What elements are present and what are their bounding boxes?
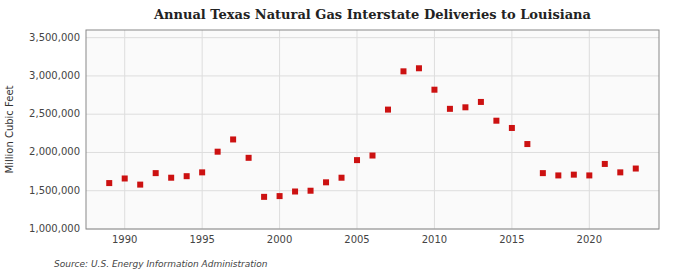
- x-grid-line: [434, 30, 435, 229]
- point: [246, 155, 252, 161]
- point: [137, 182, 143, 188]
- point: [277, 193, 283, 199]
- point: [447, 106, 453, 112]
- source-note: Source: U.S. Energy Information Administ…: [54, 259, 268, 269]
- chart-container: 1,000,000 1,500,000 2,000,000 2,500,000 3,00…: [0, 0, 675, 275]
- point: [586, 172, 592, 178]
- point: [292, 188, 298, 194]
- point: [168, 175, 174, 181]
- y-tick-label: 2,500,000: [29, 108, 80, 119]
- point: [308, 188, 314, 194]
- y-tick-label: 1,500,000: [29, 185, 80, 196]
- x-tick-label: 1990: [112, 234, 137, 245]
- point: [261, 194, 267, 200]
- point: [633, 166, 639, 172]
- x-tick-label: 1995: [189, 234, 214, 245]
- point: [122, 175, 128, 181]
- point: [509, 125, 515, 131]
- point: [478, 99, 484, 105]
- point: [617, 169, 623, 175]
- point: [199, 169, 205, 175]
- point: [400, 68, 406, 74]
- x-tick-label: 2010: [422, 234, 447, 245]
- point: [323, 179, 329, 185]
- chart-title: Annual Texas Natural Gas Interstate Deli…: [153, 7, 592, 22]
- y-axis-label: Million Cubic Feet: [4, 85, 15, 173]
- point: [106, 180, 112, 186]
- plot-background: [86, 30, 659, 229]
- point: [462, 104, 468, 110]
- chart-svg: 1,000,000 1,500,000 2,000,000 2,500,000 3,00…: [0, 0, 675, 275]
- point: [339, 175, 345, 181]
- y-grid-line: [86, 37, 659, 38]
- x-tick-label: 2005: [344, 234, 369, 245]
- y-tick-label: 2,000,000: [29, 146, 80, 157]
- point: [416, 65, 422, 71]
- point: [354, 157, 360, 163]
- x-tick-label: 2020: [577, 234, 602, 245]
- x-grid-line: [124, 30, 125, 229]
- point: [493, 118, 499, 124]
- y-grid-line: [86, 114, 659, 115]
- point: [602, 161, 608, 167]
- point: [153, 170, 159, 176]
- point: [385, 107, 391, 113]
- y-grid-line: [86, 190, 659, 191]
- point: [431, 87, 437, 93]
- y-tick-label: 3,000,000: [29, 70, 80, 81]
- y-grid-line: [86, 75, 659, 76]
- point: [540, 170, 546, 176]
- x-grid-line: [202, 30, 203, 229]
- point: [524, 141, 530, 147]
- y-tick-label: 1,000,000: [29, 223, 80, 234]
- grid: [86, 30, 659, 229]
- x-grid-line: [589, 30, 590, 229]
- point: [215, 149, 221, 155]
- points: [106, 65, 639, 200]
- point: [230, 136, 236, 142]
- x-tick-label: 2000: [267, 234, 292, 245]
- point: [555, 172, 561, 178]
- point: [571, 172, 577, 178]
- x-tick-label: 2015: [499, 234, 524, 245]
- x-grid-line: [357, 30, 358, 229]
- point: [370, 153, 376, 159]
- point: [184, 173, 190, 179]
- x-grid-line: [279, 30, 280, 229]
- plot-frame: [86, 30, 659, 229]
- y-tick-label: 3,500,000: [29, 32, 80, 43]
